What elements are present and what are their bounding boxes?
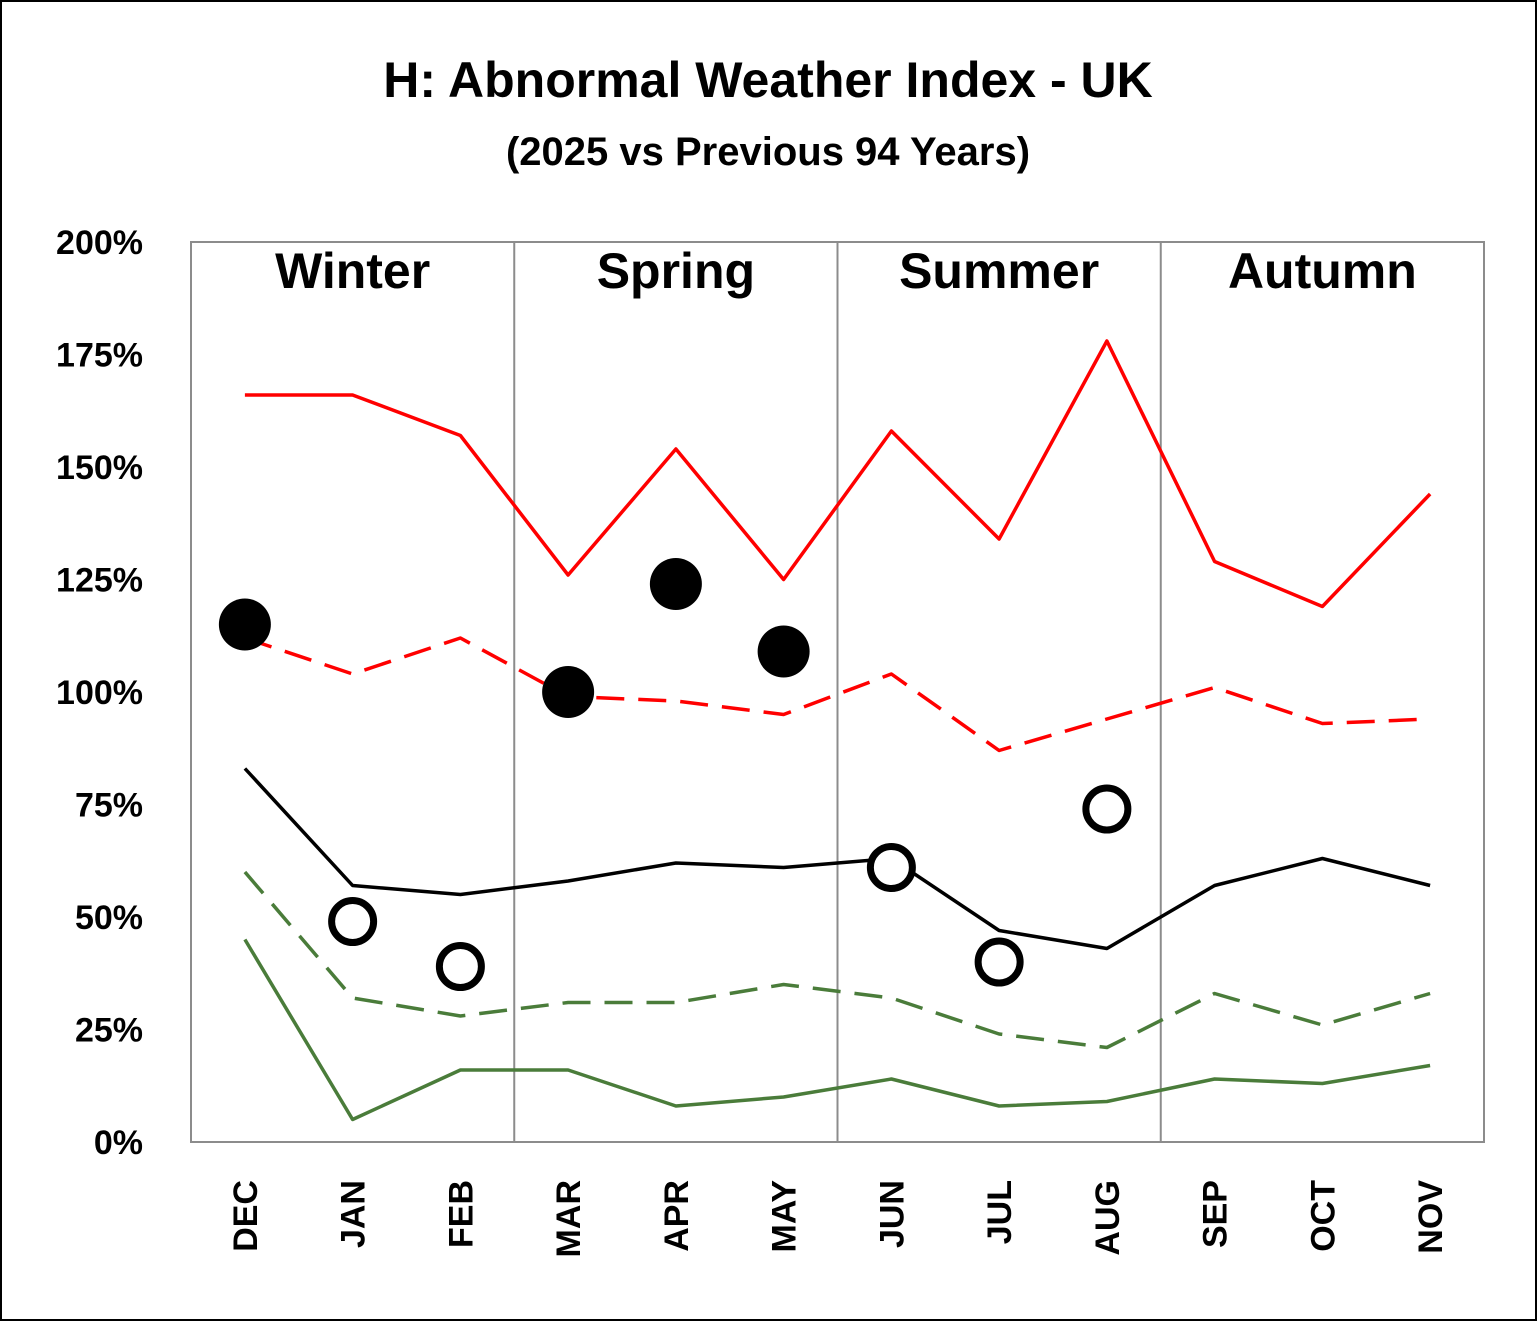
x-tick-label: MAR — [550, 1180, 588, 1257]
y-axis-ticks: 0% 25% 50% 75% 100% 125% 150% 175% 200% — [56, 224, 143, 1162]
open-marker — [328, 897, 378, 946]
x-tick-label: FEB — [442, 1180, 480, 1248]
y-tick-label: 25% — [75, 1012, 143, 1050]
chart-title: H: Abnormal Weather Index - UK — [383, 52, 1153, 108]
y-tick-label: 175% — [56, 337, 143, 375]
markers — [218, 558, 1132, 991]
x-tick-label: SEP — [1197, 1180, 1235, 1248]
season-label-spring: Spring — [597, 243, 755, 299]
open-marker — [435, 942, 485, 991]
season-label-autumn: Autumn — [1228, 243, 1417, 299]
series-lines — [243, 339, 1432, 1122]
season-dividers — [513, 242, 1162, 1142]
x-tick-label: NOV — [1412, 1180, 1450, 1254]
x-tick-label: APR — [658, 1180, 696, 1252]
y-tick-label: 50% — [75, 899, 143, 937]
open-marker — [1082, 784, 1132, 834]
x-tick-label: DEC — [227, 1180, 265, 1252]
x-tick-label: JUL — [981, 1180, 1019, 1244]
series-line-3 — [243, 767, 1431, 951]
series-line-5 — [243, 938, 1431, 1122]
y-tick-label: 100% — [56, 674, 143, 712]
filled-marker — [542, 666, 595, 718]
x-tick-label: JUN — [873, 1180, 911, 1248]
chart-subtitle: (2025 vs Previous 94 Years) — [506, 130, 1030, 174]
open-marker — [974, 937, 1024, 987]
x-tick-label: MAY — [766, 1180, 804, 1253]
y-tick-label: 200% — [56, 224, 143, 262]
x-tick-label: AUG — [1089, 1180, 1127, 1256]
filled-marker — [757, 625, 810, 678]
filled-marker — [218, 598, 271, 651]
series-line-2 — [244, 636, 1431, 753]
y-tick-label: 125% — [56, 562, 143, 600]
y-tick-label: 0% — [94, 1124, 143, 1162]
x-tick-label: JAN — [335, 1180, 373, 1248]
filled-marker — [649, 558, 702, 610]
x-axis-ticks: DEC JAN FEB MAR APR MAY JUN JUL AUG SEP OCT NOV — [227, 1180, 1450, 1258]
season-labels: Winter Spring Summer Autumn — [275, 243, 1417, 299]
series-line-1 — [244, 339, 1432, 609]
series-line-4 — [243, 870, 1431, 1050]
season-label-summer: Summer — [899, 243, 1099, 299]
season-label-winter: Winter — [275, 243, 430, 299]
open-marker — [866, 843, 916, 892]
x-tick-label: OCT — [1304, 1180, 1342, 1252]
y-tick-label: 150% — [56, 449, 143, 487]
y-tick-label: 75% — [75, 787, 143, 825]
